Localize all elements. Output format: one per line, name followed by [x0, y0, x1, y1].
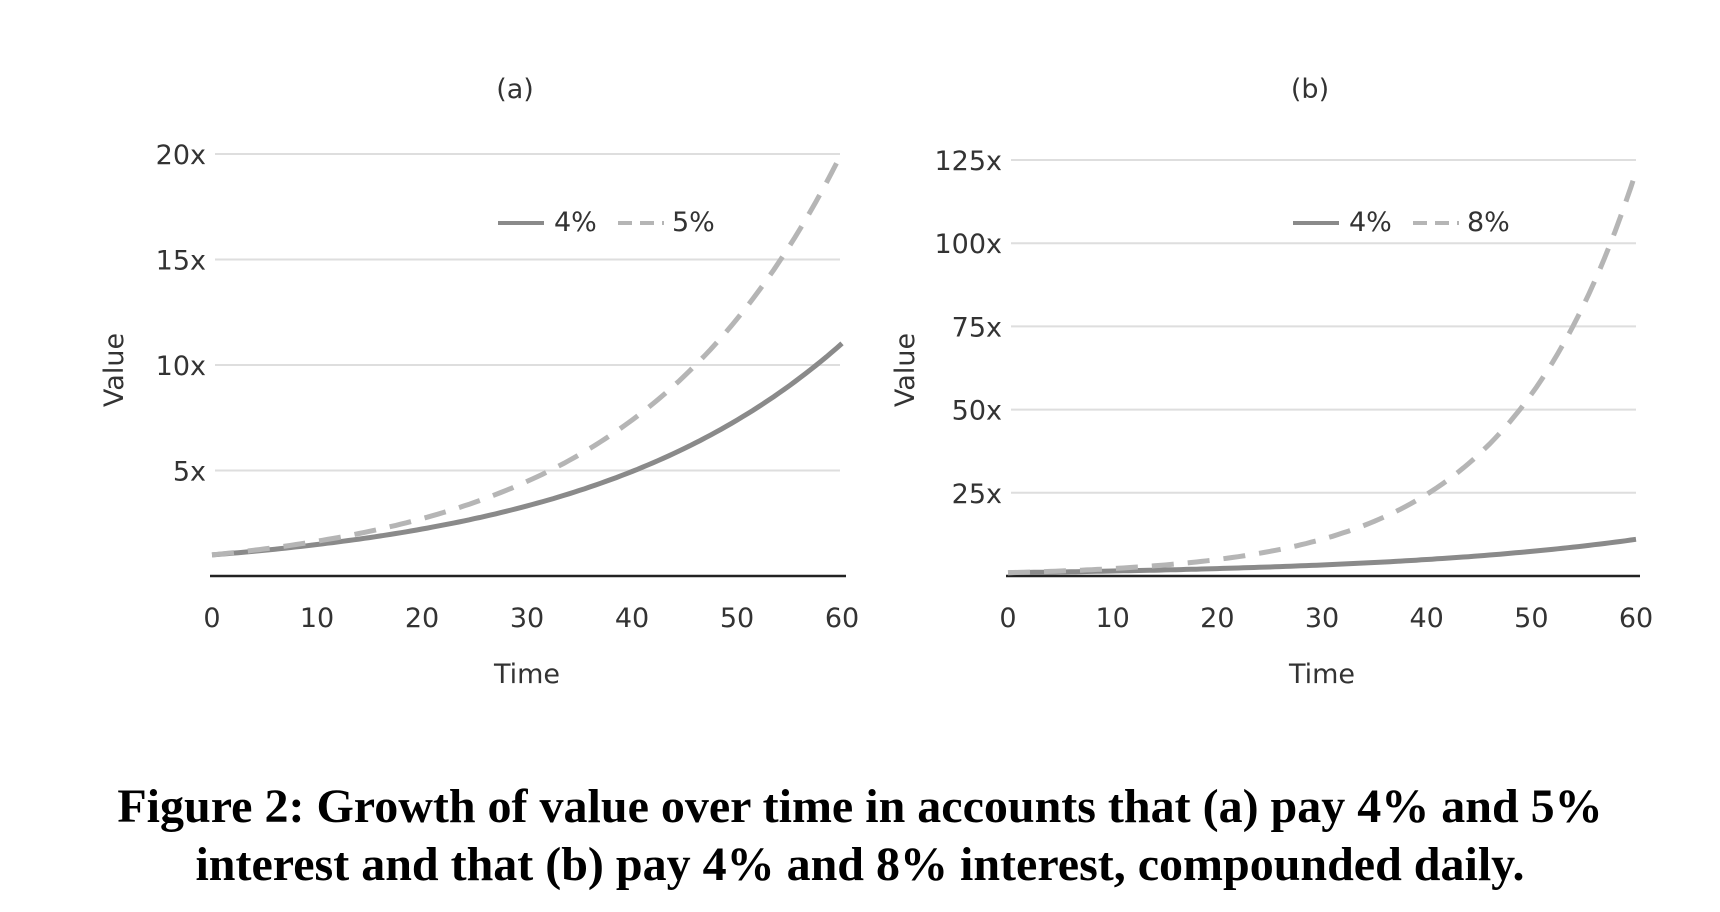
chart-title: (a): [496, 74, 534, 105]
y-tick-label: 100x: [934, 229, 1002, 260]
legend-label: 4%: [1349, 207, 1392, 238]
chart-a: (a) 5x 10x 15x 20x 0 10 20 30 40 50 60 Time Value 4% 5%: [99, 74, 859, 690]
x-axis-label: Time: [493, 659, 560, 690]
series-line-5pct: [211, 151, 845, 558]
x-tick-label: 10: [300, 603, 334, 634]
legend: 4% 5%: [498, 207, 715, 238]
x-tick-label: 0: [999, 603, 1016, 634]
x-tick-label: 20: [405, 603, 439, 634]
x-tick-label: 60: [825, 603, 859, 634]
x-tick-label: 40: [615, 603, 649, 634]
caption-line-1: Figure 2: Growth of value over time in a…: [117, 780, 1603, 833]
x-tick-label: 0: [203, 603, 220, 634]
series-line-8pct: [1007, 170, 1639, 576]
y-tick-label: 75x: [952, 312, 1002, 343]
legend-label: 5%: [672, 207, 715, 238]
y-axis-label: Value: [890, 333, 921, 407]
series-line-4pct: [211, 341, 844, 558]
x-tick-label: 50: [1514, 603, 1548, 634]
y-tick-label: 20x: [156, 140, 206, 171]
legend: 4% 8%: [1293, 207, 1510, 238]
series-line-4pct: [1007, 536, 1637, 576]
y-axis-label: Value: [99, 333, 130, 407]
y-tick-label: 50x: [952, 396, 1002, 427]
y-tick-label: 15x: [156, 246, 206, 277]
y-tick-label: 5x: [173, 457, 206, 488]
x-tick-label: 50: [720, 603, 754, 634]
y-tick-label: 125x: [934, 146, 1002, 177]
x-tick-label: 60: [1619, 603, 1653, 634]
x-tick-label: 30: [1305, 603, 1339, 634]
chart-b: (b) 25x 50x 75x 100x 125x 0 10 20 30 40 50 60 Time Val…: [890, 74, 1653, 690]
x-tick-label: 20: [1200, 603, 1234, 634]
legend-label: 8%: [1467, 207, 1510, 238]
chart-title: (b): [1291, 74, 1329, 105]
y-tick-label: 10x: [156, 351, 206, 382]
x-axis-label: Time: [1288, 659, 1355, 690]
caption-line-2: interest and that (b) pay 4% and 8% inte…: [195, 838, 1525, 891]
figure-caption: Figure 2: Growth of value over time in a…: [0, 778, 1720, 894]
legend-label: 4%: [554, 207, 597, 238]
x-tick-label: 10: [1095, 603, 1129, 634]
y-tick-label: 25x: [952, 479, 1002, 510]
x-tick-label: 40: [1409, 603, 1443, 634]
x-tick-label: 30: [510, 603, 544, 634]
